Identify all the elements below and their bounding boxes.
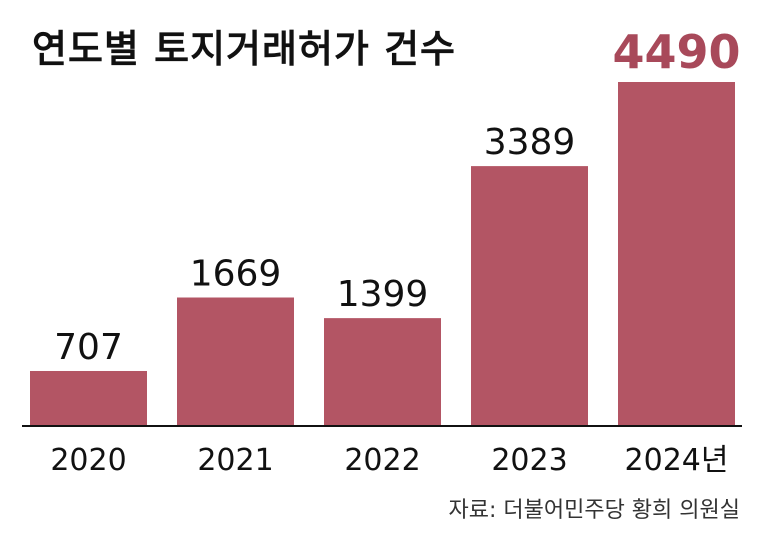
x-tick-label-2021: 2021 <box>197 443 273 478</box>
data-label-2023: 3389 <box>484 122 576 163</box>
bar-2021 <box>177 297 294 425</box>
data-label-2022: 1399 <box>337 274 429 315</box>
source-note: 자료: 더불어민주당 황희 의원실 <box>448 498 740 523</box>
bar-2023 <box>471 166 588 425</box>
data-label-2020: 707 <box>54 327 123 368</box>
bar-2022 <box>324 318 441 425</box>
x-tick-label-2024년: 2024년 <box>625 443 729 478</box>
x-tick-label-2020: 2020 <box>50 443 126 478</box>
x-tick-label-2023: 2023 <box>491 443 567 478</box>
data-label-2024년: 4490 <box>612 25 740 79</box>
bar-2024년 <box>618 82 735 425</box>
bar-2020 <box>30 370 147 425</box>
chart-title: 연도별 토지거래허가 건수 <box>32 27 457 71</box>
data-label-2021: 1669 <box>190 254 282 295</box>
x-tick-label-2022: 2022 <box>344 443 420 478</box>
